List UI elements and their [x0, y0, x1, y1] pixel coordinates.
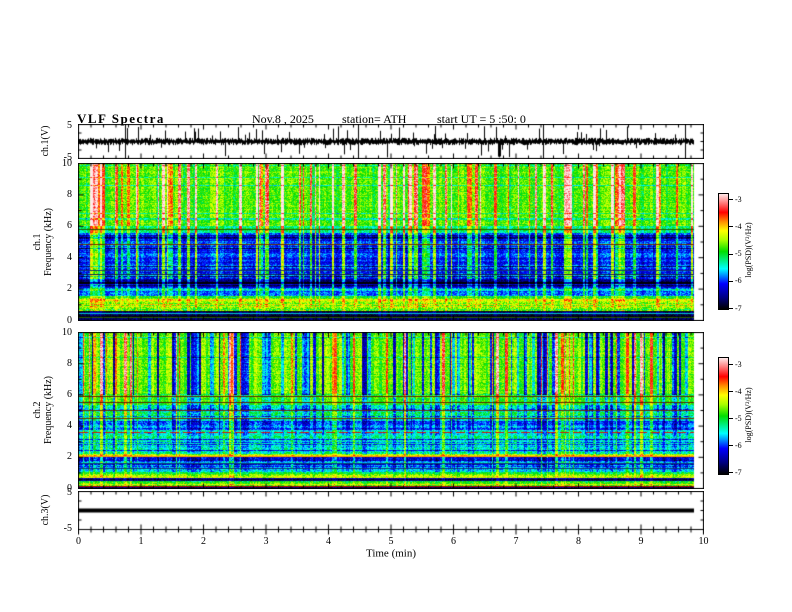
ch1-wave-ytick: -5 — [63, 151, 72, 163]
colorbar-tick-label: -6 — [735, 276, 742, 286]
colorbar-tick-label: -5 — [735, 249, 742, 258]
x-tick-label: 3 — [263, 536, 269, 547]
spec2-ytick: 6 — [67, 388, 72, 400]
x-tick-label: 5 — [388, 536, 394, 547]
colorbar-tick — [729, 308, 733, 309]
header-start-ut: start UT = 5 :50: 0 — [437, 112, 526, 126]
ch1-wave-ytick: 5 — [67, 119, 72, 131]
spec1-ytick: 6 — [67, 220, 72, 232]
colorbar-tick-label: -4 — [735, 386, 742, 396]
spec2-ytick: 10 — [62, 326, 72, 338]
x-tick-label: 1 — [138, 536, 144, 547]
colorbar-tick-label: -7 — [735, 467, 742, 477]
ch2-spectrogram-ylabel-line2: Frequency (kHz) — [43, 375, 54, 445]
colorbar-tick-label: -6 — [735, 440, 742, 450]
spec1-ytick: 0 — [67, 314, 72, 326]
spec2-ytick: 2 — [67, 451, 72, 463]
x-tick-label: 6 — [451, 536, 456, 547]
colorbar2-label: log(PSD)(V²/Hz) — [744, 387, 753, 443]
ch1-spectrogram-ylabel: ch.1 Frequency (kHz) — [32, 208, 54, 276]
colorbar1-label: log(PSD)(V²/Hz) — [744, 222, 753, 278]
x-tick-label: 9 — [638, 536, 644, 547]
ch3-wave-ytick: 5 — [67, 486, 72, 498]
colorbar-tick — [729, 364, 733, 365]
colorbar-tick — [729, 253, 733, 255]
x-tick-label: 4 — [326, 536, 331, 547]
x-tick-label: 2 — [201, 536, 206, 547]
colorbar-tick — [729, 391, 733, 392]
colorbar-tick-label: -5 — [735, 413, 742, 423]
ch2-spectrogram-canvas — [78, 332, 704, 489]
colorbar-tick-label: -3 — [735, 194, 742, 204]
ch3-wave-ylabel: ch.3(V) — [40, 494, 51, 526]
x-tick-label: 7 — [513, 536, 519, 547]
header-station: station= ATH — [342, 112, 407, 126]
x-tick-label: 8 — [576, 536, 581, 547]
colorbar-ch1 — [718, 193, 729, 310]
ch3-wave-ytick: -5 — [63, 522, 72, 534]
spec2-ytick: 4 — [67, 420, 72, 432]
colorbar-tick — [729, 199, 733, 200]
colorbar-ch2 — [718, 357, 729, 475]
x-axis-label: Time (min) — [365, 547, 417, 560]
spec1-ytick: 4 — [67, 251, 72, 263]
colorbar-tick — [729, 472, 733, 473]
x-tick-label: 10 — [698, 536, 709, 547]
colorbar-tick-label: -7 — [735, 303, 742, 313]
ch1-spectrogram-ylabel-line1: ch.1 — [32, 233, 43, 251]
colorbar-tick-label: -3 — [735, 359, 742, 369]
x-tick-label: 0 — [76, 536, 81, 547]
ch1-spectrogram-ylabel-line2: Frequency (kHz) — [43, 207, 54, 277]
spec1-ytick: 2 — [67, 283, 72, 295]
colorbar-tick — [729, 280, 733, 282]
ch2-spectrogram-ylabel: ch.2 Frequency (kHz) — [32, 376, 54, 444]
colorbar-tick — [729, 445, 733, 446]
spec2-ytick: 0 — [67, 482, 72, 494]
spec1-ytick: 10 — [62, 157, 72, 169]
spec1-ytick: 8 — [67, 188, 72, 200]
colorbar-tick — [729, 226, 733, 228]
header-date: Nov.8 , 2025 — [252, 112, 314, 126]
ch2-spectrogram-ylabel-line1: ch.2 — [32, 401, 43, 419]
ch1-waveform-canvas — [78, 124, 704, 159]
colorbar-tick — [729, 418, 733, 419]
ch1-wave-ylabel: ch.1(V) — [40, 125, 51, 157]
colorbar-tick-label: -4 — [735, 221, 742, 231]
ch3-waveform-canvas — [78, 491, 704, 537]
spec2-ytick: 8 — [67, 357, 72, 369]
ch1-spectrogram-canvas — [78, 163, 704, 321]
page-title: VLF Spectra — [77, 111, 165, 126]
